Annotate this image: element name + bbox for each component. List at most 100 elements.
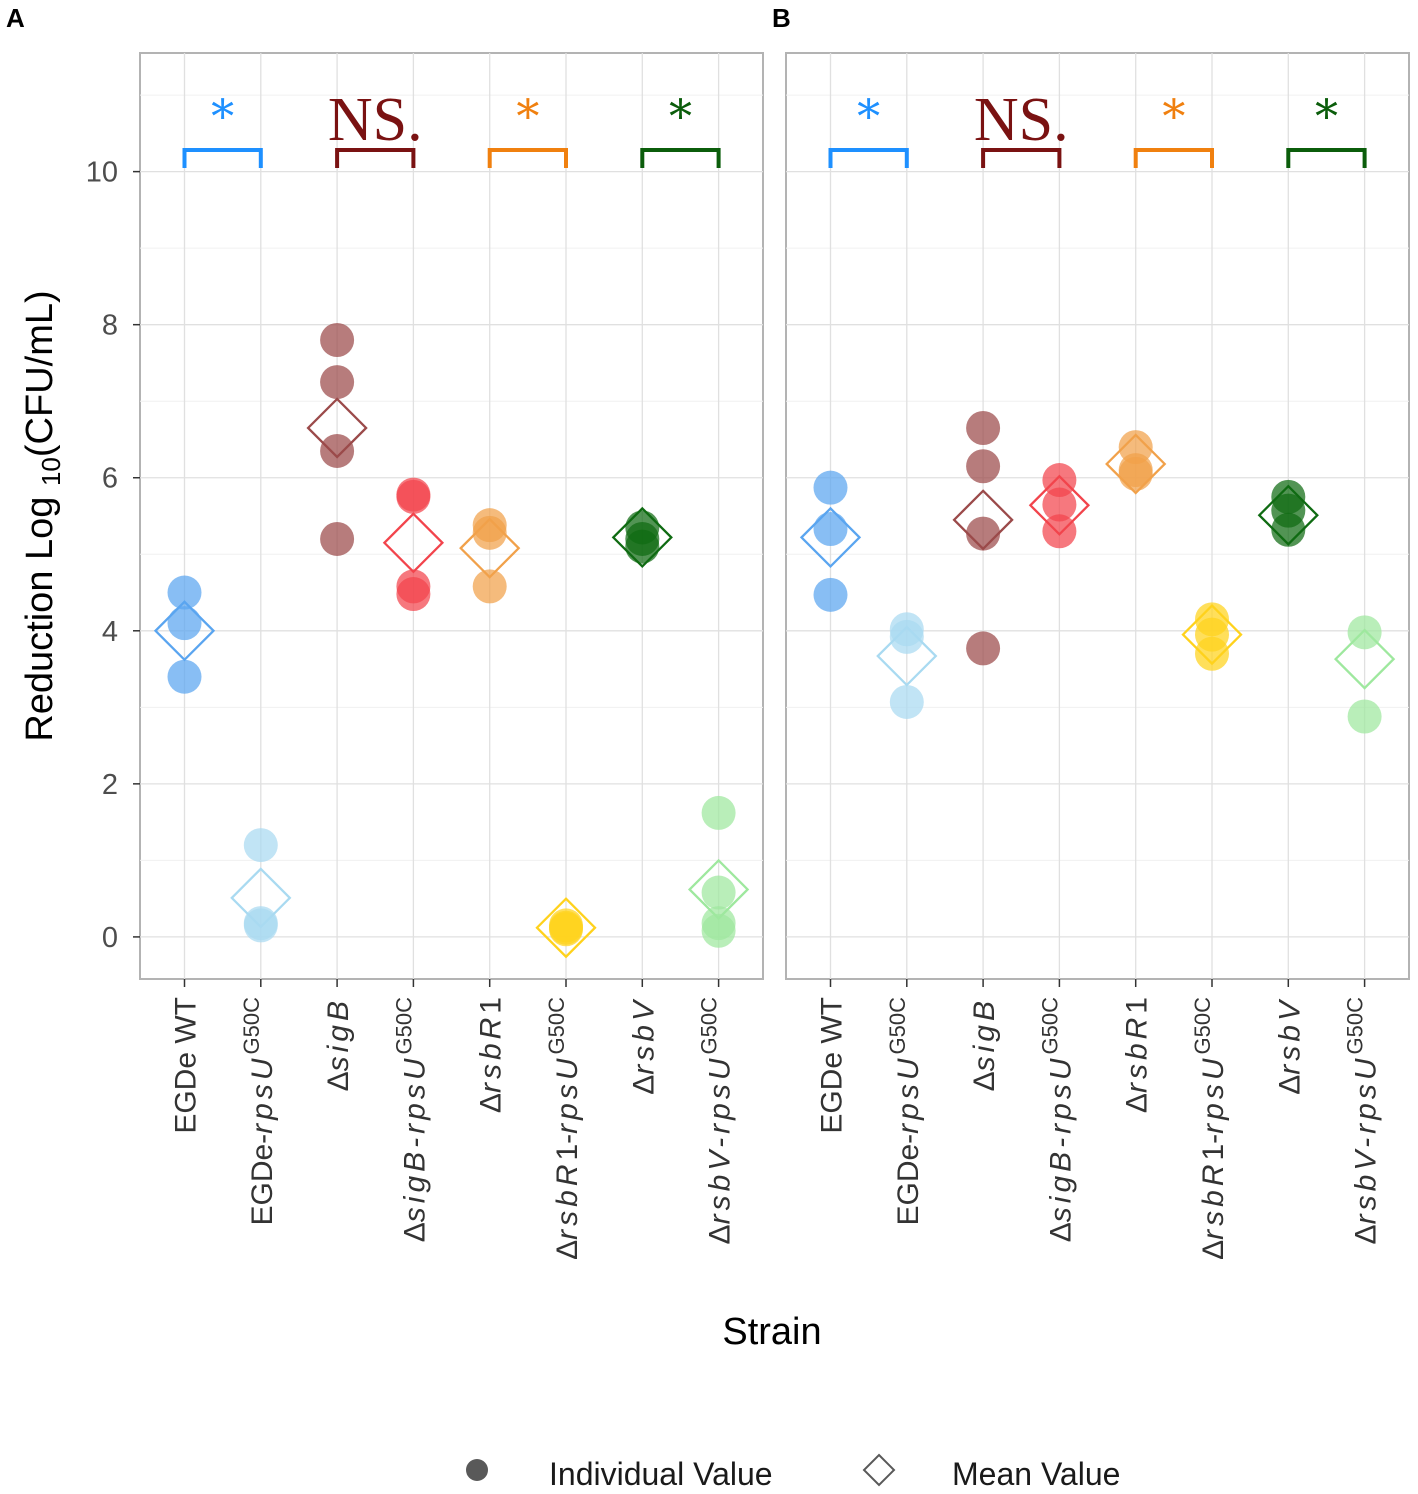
strain-gene-2: rpsU	[551, 1054, 584, 1133]
x-tick-label: ΔsigB-rpsUG50C	[1037, 997, 1077, 1242]
strain-delta: Δ	[1197, 1240, 1230, 1260]
individual-point	[396, 479, 431, 514]
mean-diamond	[1257, 484, 1319, 546]
individual-point	[1042, 487, 1077, 522]
y-tick-label: 0	[102, 922, 118, 954]
strain-delta: Δ	[551, 1240, 584, 1260]
y-tick-label: 10	[86, 157, 118, 189]
individual-point	[966, 516, 1001, 551]
mean-diamond	[230, 867, 292, 929]
significance-bracket	[1286, 148, 1367, 168]
significance-label-star: *	[857, 89, 880, 143]
individual-point	[320, 365, 355, 400]
individual-point	[889, 619, 924, 654]
x-tick-label: ΔrsbR1-rpsUG50C	[1190, 997, 1230, 1260]
strain-superscript: G50C	[697, 997, 722, 1055]
legend-mean-marker	[862, 1453, 896, 1487]
panel-label-a: A	[6, 3, 25, 33]
strain-gene: rsbV-rpsU	[704, 1054, 737, 1224]
individual-point	[472, 569, 507, 604]
y-axis-label: Reduction Log 10(CFU/mL)	[19, 290, 66, 741]
x-tick-label: ΔrsbV-rpsUG50C	[697, 997, 737, 1245]
panel-a-significance: * NS. * *	[182, 86, 721, 168]
strain-gene: rsbV	[627, 997, 660, 1075]
y-tick-label: 6	[102, 463, 118, 495]
strain-delta: Δ	[1350, 1224, 1383, 1244]
individual-point	[1347, 699, 1382, 734]
individual-point	[701, 795, 736, 830]
mean-diamond	[382, 512, 445, 574]
strain-superscript: G50C	[885, 997, 910, 1055]
strain-delta: Δ	[475, 1093, 508, 1113]
strain-gene-2: rpsU	[1197, 1054, 1230, 1133]
x-tick-label: ΔrsbR1	[475, 997, 508, 1113]
individual-point	[320, 322, 355, 357]
x-tick-label: ΔrsbR1-rpsUG50C	[544, 997, 584, 1260]
legend-individual-marker	[466, 1459, 488, 1481]
strain-gene: rsbR	[551, 1161, 584, 1240]
panel-label-b: B	[772, 3, 791, 33]
strain-gene: sigB	[322, 997, 355, 1071]
panel-a-border	[139, 52, 764, 980]
strain-gene: rpsU	[892, 1054, 925, 1133]
significance-bracket	[335, 148, 416, 168]
mean-diamond	[799, 506, 862, 569]
mean-diamond	[459, 517, 521, 579]
individual-point	[813, 470, 848, 505]
x-tick-label: EGDe WT	[816, 997, 849, 1134]
significance-bracket	[981, 148, 1062, 168]
individual-point	[320, 433, 355, 468]
strain-superscript: G50C	[391, 997, 416, 1055]
strain-superscript: G50C	[1343, 997, 1368, 1055]
significance-bracket	[828, 148, 909, 168]
panel-a-x-ticks: EGDe WTEGDe-rpsUG50CΔsigBΔsigB-rpsUG50CΔ…	[170, 979, 737, 1260]
panel-a: * NS. * * EGDe WTEGDe-rpsUG50CΔsigBΔsigB-rp…	[139, 52, 764, 1260]
x-tick-label: ΔrsbV-rpsUG50C	[1343, 997, 1383, 1245]
strain-gene: rsbR	[1197, 1161, 1230, 1240]
mean-diamond	[952, 489, 1014, 551]
individual-point	[549, 912, 583, 947]
individual-point	[320, 521, 355, 556]
x-tick-label: EGDe WT	[170, 997, 203, 1134]
strain-gene: rpsU	[246, 1054, 279, 1133]
x-axis-label: Strain	[722, 1311, 821, 1353]
individual-point	[167, 606, 202, 641]
individual-point	[1347, 615, 1382, 650]
strain-superscript: G50C	[1037, 997, 1062, 1055]
y-tick-label: 2	[102, 769, 118, 801]
panel-b-means	[799, 433, 1396, 690]
significance-bracket	[487, 148, 568, 168]
significance-bracket	[182, 148, 263, 168]
strain-gene: sigB	[968, 997, 1001, 1071]
y-axis-ticks: 0 2 4 6 8 10	[86, 157, 140, 954]
individual-point	[625, 529, 660, 564]
individual-point	[701, 875, 736, 910]
mean-diamond	[535, 897, 597, 959]
mean-diamond	[306, 397, 368, 459]
mean-diamond	[153, 600, 216, 662]
individual-point	[1118, 456, 1153, 491]
x-tick-label: ΔsigB	[968, 997, 1001, 1091]
strain-gene: rsbV	[1273, 997, 1306, 1075]
panel-b-x-ticks: EGDe WTEGDe-rpsUG50CΔsigBΔsigB-rpsUG50CΔ…	[816, 979, 1383, 1260]
significance-label-ns: NS.	[328, 86, 423, 154]
y-tick-label: 4	[102, 616, 118, 648]
strain-suffix: 1-	[1197, 1134, 1230, 1161]
y-axis-label-sub: 10	[36, 457, 66, 486]
legend-individual-label: Individual Value	[549, 1456, 773, 1492]
significance-label-star: *	[516, 89, 539, 143]
individual-point	[1042, 514, 1077, 549]
strain-name: EGDe WT	[170, 997, 203, 1134]
panel-a-means	[153, 397, 750, 959]
x-tick-label: ΔsigB	[322, 997, 355, 1091]
mean-diamond	[1333, 628, 1396, 690]
strain-delta: Δ	[1044, 1222, 1077, 1242]
individual-point	[966, 449, 1001, 484]
strain-suffix: 1	[475, 997, 508, 1014]
significance-bracket	[1133, 148, 1214, 168]
strain-name: EGDe WT	[816, 997, 849, 1134]
strain-superscript: G50C	[239, 997, 264, 1055]
individual-point	[167, 575, 202, 610]
mean-diamond	[1105, 433, 1167, 495]
strain-superscript: G50C	[1190, 997, 1215, 1055]
